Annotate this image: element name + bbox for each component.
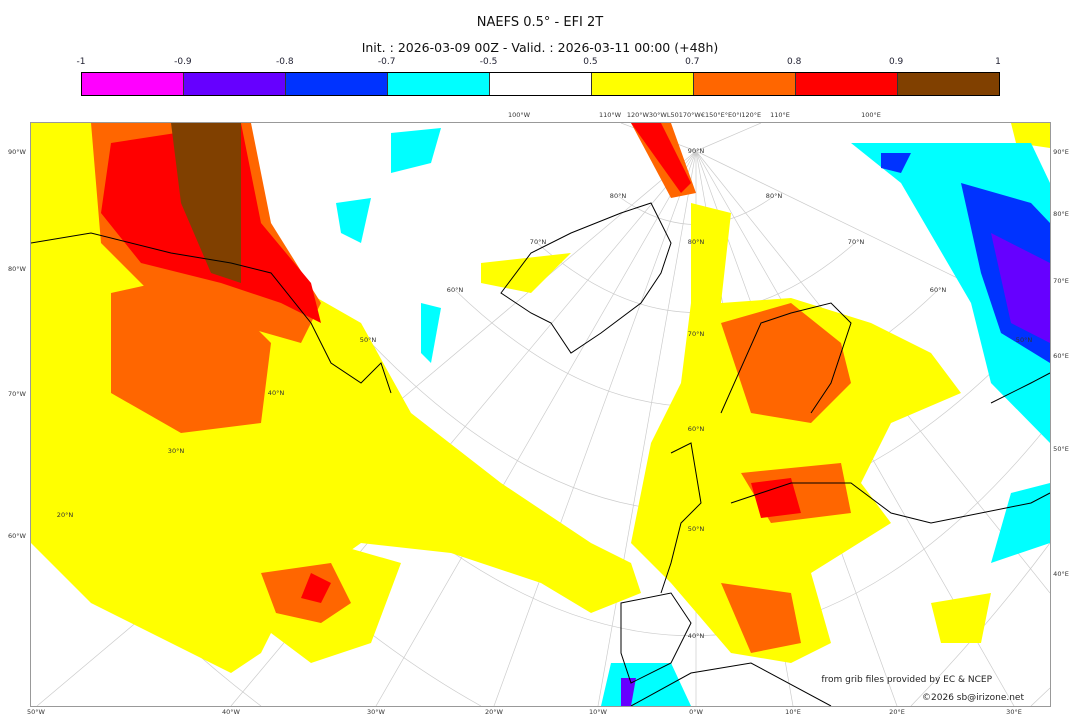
colorbar-tick: 0.8 <box>787 57 802 67</box>
axis-label: 70°W <box>8 390 26 398</box>
axis-label: 70°N <box>687 330 705 338</box>
colorbar-tick: -1 <box>76 57 86 67</box>
axis-label: 70°E <box>1053 277 1069 285</box>
axis-label: 110°E <box>770 111 790 119</box>
axis-label: 50°W <box>27 708 45 716</box>
map-title: NAEFS 0.5° - EFI 2T <box>476 15 604 30</box>
axis-label: 90°N <box>687 147 705 155</box>
colorbar-swatch <box>388 73 490 95</box>
colorbar <box>81 72 1000 96</box>
axis-label: 70°N <box>529 238 547 246</box>
axis-label: 70°N <box>847 238 865 246</box>
colorbar-swatch <box>898 73 999 95</box>
axis-label: 60°E <box>1053 352 1069 360</box>
colorbar-tick: -0.7 <box>377 57 396 67</box>
axis-label: 30°W <box>367 708 385 716</box>
axis-label: 90°E <box>1053 148 1069 156</box>
axis-label: 10°W <box>589 708 607 716</box>
colorbar-tick: 0.7 <box>685 57 700 67</box>
colorbar-swatch <box>592 73 694 95</box>
colorbar-swatch <box>796 73 898 95</box>
axis-label: 60°N <box>687 425 705 433</box>
axis-label: 100°W <box>507 111 531 119</box>
coastlines <box>31 202 1050 706</box>
axis-label: 90°W <box>8 148 26 156</box>
colorbar-tick: 1 <box>995 57 1001 67</box>
axis-label: 20°N <box>56 511 74 519</box>
axis-label: 40°N <box>267 389 285 397</box>
axis-label: 60°N <box>929 286 947 294</box>
copyright: ©2026 sb@irizone.net <box>922 693 1024 703</box>
axis-label: 50°N <box>687 525 705 533</box>
colorbar-swatch <box>286 73 388 95</box>
axis-label: 80°W <box>8 265 26 273</box>
axis-label: 80°N <box>609 192 627 200</box>
colorbar-swatch <box>82 73 184 95</box>
axis-label: 40°N <box>687 632 705 640</box>
axis-label: 60°N <box>446 286 464 294</box>
axis-label: 120°W30°WL50170°W€150°E°E0°I120°E <box>626 111 762 119</box>
source-credit: from grib files provided by EC & NCEP <box>821 675 992 685</box>
colorbar-tick: -0.5 <box>479 57 498 67</box>
axis-label: 40°E <box>1053 570 1069 578</box>
axis-label: 50°N <box>1015 336 1033 344</box>
colorbar-swatch <box>694 73 796 95</box>
purple-regions <box>621 233 1050 706</box>
colorbar-tick: 0.9 <box>888 57 904 67</box>
colorbar-tick: -0.8 <box>275 57 294 67</box>
colorbar-swatch <box>184 73 286 95</box>
axis-label: 30°N <box>167 447 185 455</box>
axis-label: 110°W <box>598 111 622 119</box>
colorbar-tick: -0.9 <box>174 57 192 67</box>
map-subtitle: Init. : 2026-03-09 00Z - Valid. : 2026-0… <box>361 40 719 55</box>
axis-label: 40°W <box>222 708 240 716</box>
axis-label: 60°W <box>8 532 26 540</box>
axis-label: 10°E <box>785 708 801 716</box>
axis-label: 80°E <box>1053 210 1069 218</box>
axis-label: 80°N <box>765 192 783 200</box>
axis-label: 20°W <box>485 708 503 716</box>
map-area: 90°N 80°N 70°N 60°N 50°N 40°N 80°N 70°N 60°N 50°N… <box>30 122 1051 707</box>
colorbar-tick: 0.5 <box>583 57 598 67</box>
colorbar-swatch <box>490 73 592 95</box>
efi-field <box>31 123 1050 706</box>
axis-label: 0°W <box>689 708 703 716</box>
axis-label: 80°N <box>687 238 705 246</box>
brown-regions <box>171 123 241 283</box>
axis-label: 50°E <box>1053 445 1069 453</box>
axis-label: 100°E <box>861 111 881 119</box>
axis-label: 20°E <box>889 708 905 716</box>
axis-label: 50°N <box>359 336 377 344</box>
axis-label: 30°E <box>1006 708 1022 716</box>
